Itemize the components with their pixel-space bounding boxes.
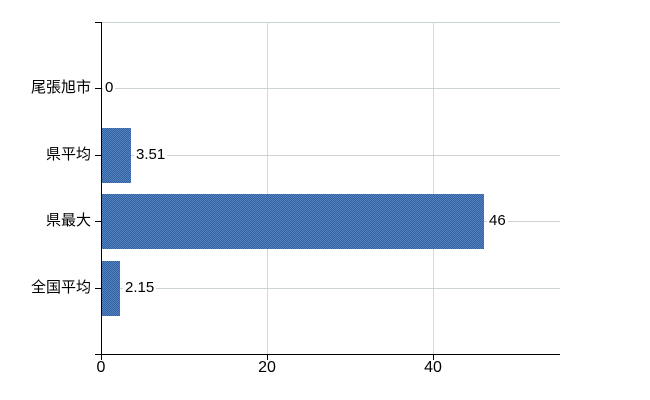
category-tick [95, 221, 101, 222]
bar [102, 194, 484, 249]
category-label: 県平均 [45, 146, 91, 163]
x-tick-label: 20 [258, 359, 276, 376]
x-axis-tick [101, 355, 102, 360]
x-axis-line [95, 354, 560, 355]
vertical-gridline [433, 22, 434, 354]
x-axis-tick [267, 355, 268, 360]
horizontal-gridline [102, 88, 560, 89]
category-label: 全国平均 [30, 279, 91, 296]
x-tick-label: 40 [424, 359, 442, 376]
bar [102, 261, 120, 316]
bar-value-label: 3.51 [134, 146, 168, 163]
category-tick [95, 88, 101, 89]
bar-value-label: 2.15 [123, 279, 157, 296]
horizontal-gridline [102, 288, 560, 289]
x-axis-tick [433, 355, 434, 360]
plot-top-border [102, 22, 560, 23]
bar-value-label: 0 [103, 79, 116, 96]
category-tick [95, 155, 101, 156]
category-tick [95, 288, 101, 289]
category-label: 県最大 [45, 212, 91, 229]
axis-top-tick [95, 22, 101, 23]
category-label: 尾張旭市 [30, 79, 91, 96]
bar [102, 128, 131, 183]
y-axis-line [101, 22, 102, 355]
bar-value-label: 46 [487, 212, 508, 229]
vertical-gridline [267, 22, 268, 354]
horizontal-gridline [102, 155, 560, 156]
x-tick-label: 0 [96, 359, 106, 376]
